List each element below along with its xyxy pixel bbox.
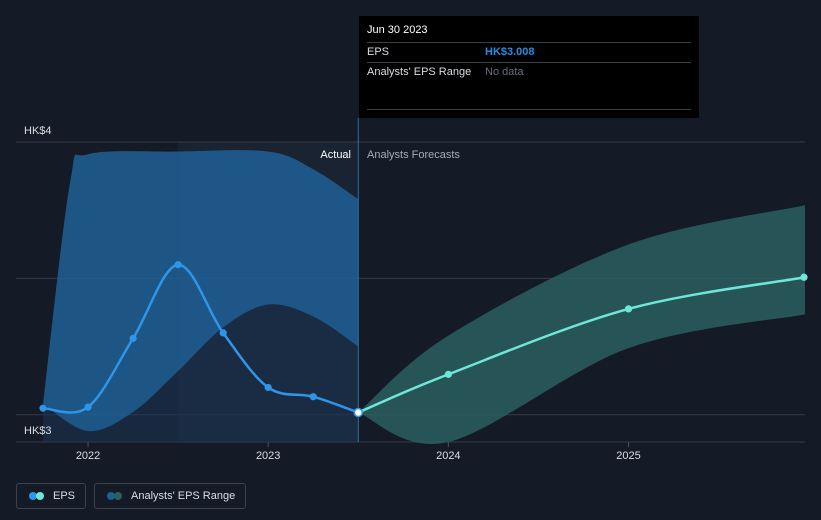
tooltip-date: Jun 30 2023 (367, 24, 428, 36)
eps-highlight-point[interactable] (353, 407, 364, 418)
y-tick-label-bottom: HK$3 (24, 425, 52, 437)
x-tick-label: 2023 (256, 450, 280, 462)
legend-eps-label: EPS (53, 490, 76, 502)
x-tick-label: 2025 (616, 450, 640, 462)
eps-actual-point[interactable] (39, 404, 47, 412)
x-tick-label: 2022 (76, 450, 100, 462)
eps-points (39, 261, 808, 418)
eps-actual-point[interactable] (309, 393, 317, 401)
eps-forecast-point[interactable] (624, 305, 633, 313)
eps-forecast-point[interactable] (800, 273, 808, 281)
eps-actual-point[interactable] (174, 261, 182, 269)
eps-legend-icon (29, 492, 45, 500)
eps-forecast-line (357, 276, 806, 414)
x-axis-ticks: 2022 2023 2024 2025 (76, 442, 641, 462)
tooltip-eps-row: EPS HK$3.008 (367, 42, 691, 62)
eps-actual-point[interactable] (219, 329, 227, 337)
eps-actual-point[interactable] (129, 334, 137, 342)
eps-actual-line (42, 263, 359, 414)
legend-range-label: Analysts' EPS Range (131, 490, 236, 502)
actual-section-label: Actual (320, 149, 351, 161)
range-legend-icon (107, 492, 123, 500)
x-tick-label: 2024 (436, 450, 460, 462)
hover-tooltip: Jun 30 2023 EPS HK$3.008 Analysts' EPS R… (359, 16, 699, 118)
eps-range-actual-lower-shade (43, 304, 359, 442)
tooltip-range-label: Analysts' EPS Range (367, 66, 472, 78)
eps-lines (42, 263, 806, 414)
tooltip-divider (367, 109, 691, 110)
chart-legend: EPS Analysts' EPS Range (16, 483, 254, 509)
eps-actual-point[interactable] (84, 403, 92, 411)
tooltip-eps-label: EPS (367, 46, 390, 58)
eps-actual-point[interactable] (264, 383, 272, 392)
tooltip-range-value: No data (485, 66, 524, 78)
y-tick-label-top: HK$4 (24, 125, 52, 137)
tooltip-range-row: Analysts' EPS Range No data (367, 62, 691, 82)
tooltip-eps-value: HK$3.008 (485, 46, 535, 58)
eps-forecast-point[interactable] (444, 370, 452, 378)
legend-range-toggle[interactable]: Analysts' EPS Range (94, 483, 247, 509)
forecast-section-label: Analysts Forecasts (367, 149, 460, 161)
legend-eps-toggle[interactable]: EPS (16, 483, 87, 509)
